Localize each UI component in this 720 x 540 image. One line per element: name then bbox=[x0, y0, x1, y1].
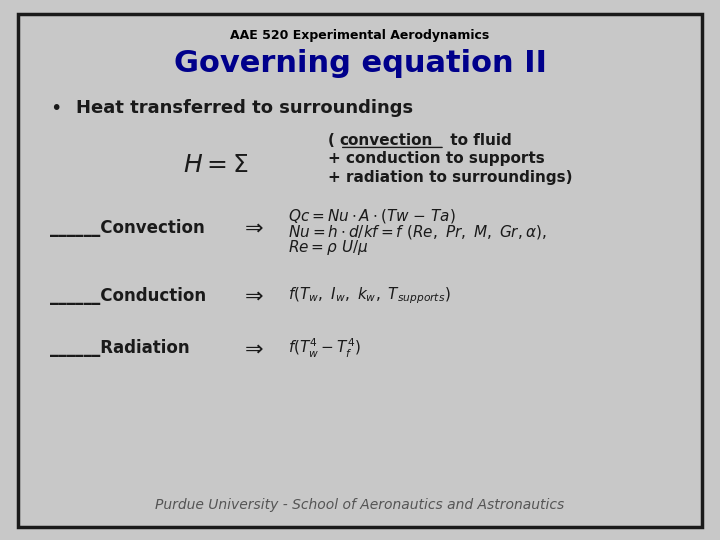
Text: $\Rightarrow$: $\Rightarrow$ bbox=[240, 286, 264, 306]
Text: ______Convection: ______Convection bbox=[50, 219, 205, 237]
Text: to fluid: to fluid bbox=[445, 133, 512, 148]
Text: AAE 520 Experimental Aerodynamics: AAE 520 Experimental Aerodynamics bbox=[230, 29, 490, 42]
FancyBboxPatch shape bbox=[18, 14, 702, 526]
Text: $\Rightarrow$: $\Rightarrow$ bbox=[240, 218, 264, 238]
Text: ______Radiation: ______Radiation bbox=[50, 339, 190, 357]
Text: $H = \Sigma$: $H = \Sigma$ bbox=[183, 153, 249, 177]
Text: Governing equation II: Governing equation II bbox=[174, 49, 546, 78]
Text: + radiation to surroundings): + radiation to surroundings) bbox=[328, 170, 572, 185]
Text: (: ( bbox=[328, 133, 340, 148]
Text: Purdue University - School of Aeronautics and Astronautics: Purdue University - School of Aeronautic… bbox=[156, 498, 564, 512]
Text: $\Rightarrow$: $\Rightarrow$ bbox=[240, 338, 264, 359]
Text: convection: convection bbox=[340, 133, 433, 148]
Text: $Qc = Nu \cdot A \cdot (Tw\ \mathit{-}\ Ta)$: $Qc = Nu \cdot A \cdot (Tw\ \mathit{-}\ … bbox=[288, 207, 456, 225]
Text: ______Conduction: ______Conduction bbox=[50, 287, 207, 305]
Text: + conduction to supports: + conduction to supports bbox=[328, 151, 544, 166]
Text: $Re = \rho\ U/\mu$: $Re = \rho\ U/\mu$ bbox=[288, 238, 369, 257]
Text: •: • bbox=[50, 98, 62, 118]
Text: Heat transferred to surroundings: Heat transferred to surroundings bbox=[76, 99, 413, 117]
Text: $f(T_w,\ I_w,\ k_w,\ T_{supports})$: $f(T_w,\ I_w,\ k_w,\ T_{supports})$ bbox=[288, 286, 451, 306]
Text: $Nu = h \cdot d/kf = f\ (Re,\ Pr,\ M,\ Gr,\alpha),$: $Nu = h \cdot d/kf = f\ (Re,\ Pr,\ M,\ G… bbox=[288, 222, 546, 241]
Text: $f(T_w^4 - T_f^4)$: $f(T_w^4 - T_f^4)$ bbox=[288, 337, 361, 360]
